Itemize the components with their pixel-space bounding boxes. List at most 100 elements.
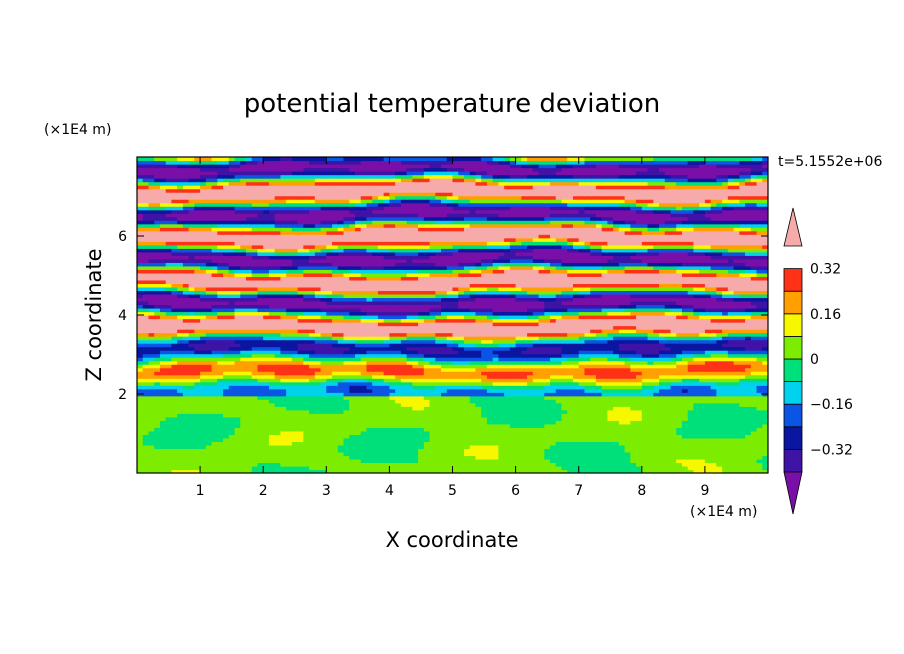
field-cell (590, 441, 597, 446)
field-cell (647, 350, 654, 355)
field-cell (469, 437, 477, 442)
field-cell (217, 434, 224, 439)
field-cell (337, 346, 345, 351)
field-cell (165, 318, 173, 323)
field-cell (659, 448, 666, 453)
field-cell (590, 378, 597, 383)
field-cell (406, 444, 413, 450)
field-cell (211, 325, 218, 330)
field-cell (349, 336, 356, 341)
field-cell (550, 465, 557, 471)
field-cell (286, 430, 293, 435)
field-cell (561, 378, 568, 383)
field-cell (177, 420, 184, 425)
field-cell (406, 343, 413, 348)
field-cell (291, 462, 299, 467)
field-cell (274, 388, 282, 393)
field-cell (463, 364, 471, 369)
field-cell (676, 336, 683, 341)
field-cell (400, 444, 408, 450)
field-cell (366, 427, 373, 432)
field-cell (630, 430, 637, 435)
field-cell (412, 458, 419, 464)
field-cell (205, 332, 213, 337)
field-cell (165, 444, 173, 450)
field-cell (205, 374, 213, 379)
field-cell (722, 353, 729, 358)
field-cell (492, 385, 499, 390)
field-cell (228, 451, 236, 457)
field-cell (251, 402, 259, 407)
field-cell (159, 367, 167, 372)
field-cell (659, 427, 666, 432)
field-cell (515, 315, 522, 320)
field-cell (670, 451, 677, 457)
field-cell (360, 343, 368, 348)
field-cell (595, 437, 603, 442)
field-cell (463, 385, 471, 390)
field-cell (412, 357, 419, 362)
field-cell (234, 455, 241, 460)
field-cell (171, 322, 178, 327)
field-cell (372, 392, 379, 397)
field-cell (693, 357, 700, 362)
field-cell (326, 381, 333, 386)
field-cell (159, 416, 167, 421)
field-cell (446, 437, 454, 442)
field-cell (343, 343, 350, 348)
field-cell (739, 371, 746, 376)
field-cell (418, 353, 425, 358)
field-cell (607, 357, 614, 362)
field-cell (498, 409, 505, 414)
field-cell (372, 353, 379, 358)
field-cell (704, 395, 712, 400)
field-cell (527, 371, 534, 376)
field-cell (435, 399, 442, 404)
field-cell (389, 448, 396, 453)
field-cell (389, 318, 396, 323)
field-cell (240, 311, 247, 316)
field-cell (693, 336, 700, 341)
field-cell (286, 371, 293, 376)
field-cell (458, 385, 465, 390)
field-cell (481, 462, 488, 467)
field-cell (762, 339, 768, 344)
field-cell (286, 392, 293, 397)
field-cell (406, 392, 413, 397)
field-cell (234, 427, 241, 432)
field-cell (509, 465, 517, 471)
field-cell (280, 448, 287, 453)
field-cell (418, 325, 425, 330)
field-cell (716, 444, 723, 450)
field-cell (429, 357, 436, 362)
field-cell (481, 430, 488, 435)
field-cell (498, 458, 505, 464)
field-cell (733, 409, 740, 414)
field-cell (251, 455, 259, 460)
field-cell (716, 451, 723, 457)
field-cell (636, 388, 643, 393)
field-cell (704, 413, 712, 418)
field-cell (681, 409, 689, 414)
field-cell (171, 458, 178, 464)
field-cell (303, 458, 310, 464)
field-cell (704, 381, 712, 386)
field-cell (314, 364, 322, 369)
field-cell (251, 367, 259, 372)
field-cell (463, 388, 471, 393)
field-cell (280, 329, 287, 334)
field-cell (664, 413, 672, 418)
field-cell (618, 402, 626, 407)
field-cell (303, 430, 310, 435)
field-cell (630, 427, 637, 432)
field-cell (504, 364, 511, 369)
field-cell (613, 364, 620, 369)
field-cell (699, 395, 706, 400)
field-cell (354, 360, 362, 365)
field-cell (257, 458, 264, 464)
field-cell (641, 388, 649, 393)
field-cell (412, 413, 419, 418)
field-cell (509, 451, 517, 457)
field-cell (538, 423, 545, 428)
field-cell (280, 434, 287, 439)
